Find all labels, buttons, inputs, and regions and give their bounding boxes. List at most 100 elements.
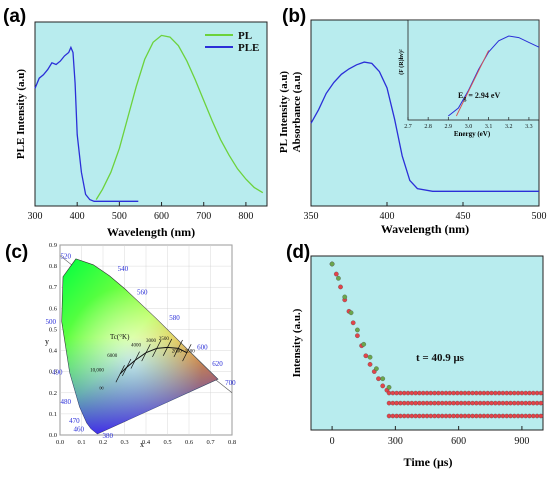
cct-isotherms — [115, 338, 192, 383]
wavelength-label-560: 560 — [137, 288, 148, 296]
cie-x-tick-2: 0.2 — [99, 439, 107, 446]
baseline-point-2-702 — [477, 413, 483, 419]
wavelength-label-470: 470 — [69, 417, 80, 425]
series-d — [329, 261, 544, 419]
decay-point-1-5 — [361, 341, 367, 347]
baseline-point-1-918 — [523, 400, 528, 406]
baseline-point-1-288 — [390, 400, 396, 406]
baseline-point-2-342 — [401, 413, 407, 419]
baseline-point-0-450 — [424, 390, 430, 396]
decay-point-1-8 — [380, 376, 386, 382]
baseline-point-0-270 — [386, 390, 392, 396]
wavelength-label-460: 460 — [73, 426, 84, 434]
inset-fit-line — [455, 50, 490, 117]
cie-x-tick-4: 0.4 — [142, 439, 151, 446]
decay-point-1-7 — [374, 366, 379, 372]
baseline-point-1-450 — [424, 400, 430, 406]
inset-curve — [447, 35, 540, 117]
inset-tick-label-3: 3.0 — [465, 124, 473, 130]
absorbance-line — [310, 61, 539, 192]
baseline-point-1-648 — [466, 400, 472, 406]
baseline-point-1-522 — [439, 400, 445, 406]
x-tick-label-a-5: 800 — [238, 211, 253, 222]
baseline-point-1-504 — [436, 400, 441, 406]
x-tick-label-a-2: 500 — [112, 211, 127, 222]
x-tick-label-d-2: 600 — [451, 436, 466, 447]
cie-y-tick-8: 0.8 — [49, 263, 57, 270]
wavelength-label-540: 540 — [118, 265, 129, 273]
decay-point-1-9 — [386, 384, 392, 390]
x-tick-label-d-3: 900 — [514, 436, 529, 447]
baseline-point-0-648 — [466, 390, 472, 396]
baseline-point-2-900 — [519, 413, 525, 419]
cct-label-5: 2000 — [172, 350, 183, 355]
baseline-point-1-738 — [485, 400, 490, 406]
baseline-point-0-774 — [493, 390, 498, 396]
cie-blue-region — [61, 258, 219, 434]
y-axis-title-b2: Absorbance (a.u) — [291, 71, 303, 152]
panel-label-d: (d) — [286, 242, 310, 263]
series-a — [34, 34, 264, 202]
baseline-point-1-540 — [443, 400, 449, 406]
panel-label-b: (b) — [282, 6, 306, 27]
decay-point-1-3 — [348, 310, 354, 316]
y-axis-title-a: PLE Intensity (a.u) — [15, 69, 27, 159]
baseline-point-2-396 — [413, 413, 418, 419]
baseline-point-1-666 — [470, 400, 475, 406]
wavelength-label-500: 500 — [46, 318, 57, 326]
baseline-point-0-558 — [447, 390, 453, 396]
baseline-point-0-864 — [512, 390, 517, 396]
baseline-point-1-378 — [409, 400, 415, 406]
baseline-point-1-342 — [401, 400, 407, 406]
x-tick-label-d-0: 0 — [330, 436, 335, 447]
baseline-point-2-468 — [428, 413, 434, 419]
baseline-point-0-828 — [504, 390, 509, 396]
panel-d: 0 300 600 900 t = 40.9 μs Time (μs) Intensi… — [286, 242, 544, 469]
baseline-point-0-342 — [401, 390, 407, 396]
cct-isotherm-6 — [173, 339, 183, 358]
baseline-point-0-810 — [500, 390, 506, 396]
baseline-point-2-504 — [436, 413, 441, 419]
decay-point-1-6 — [367, 354, 373, 360]
baseline-point-2-756 — [489, 413, 494, 419]
cct-isotherm-0 — [115, 365, 125, 383]
wavelength-label-620: 620 — [212, 360, 223, 368]
baseline-point-0-720 — [481, 390, 487, 396]
baseline-point-0-522 — [439, 390, 445, 396]
baseline-point-2-630 — [462, 413, 468, 419]
inset-tick-label-0: 2.7 — [404, 124, 412, 130]
baseline-point-2-972 — [534, 413, 540, 419]
cie-x-tick-5: 0.5 — [163, 439, 171, 446]
baseline-point-2-828 — [504, 413, 509, 419]
baseline-point-1-990 — [538, 400, 544, 406]
baseline-point-0-360 — [405, 390, 411, 396]
x-tick-label-b-3: 500 — [532, 211, 547, 222]
cct-isotherm-1 — [122, 358, 132, 377]
baseline-point-2-774 — [493, 413, 498, 419]
baseline-point-2-486 — [432, 413, 437, 419]
baseline-point-1-846 — [508, 400, 513, 406]
legend-label-ple: PLE — [238, 42, 259, 54]
baseline-point-0-702 — [477, 390, 483, 396]
baseline-point-1-882 — [515, 400, 521, 406]
cie-y-tick-9: 0.9 — [49, 242, 57, 249]
decay-point-1-0 — [329, 261, 335, 267]
baseline-point-2-558 — [447, 413, 453, 419]
wavelength-label-380: 380 — [103, 432, 114, 440]
cie-y-tick-3: 0.3 — [49, 369, 57, 376]
baseline-point-1-972 — [534, 400, 540, 406]
baseline-point-0-756 — [489, 390, 494, 396]
baseline-point-0-972 — [534, 390, 540, 396]
cct-label-4: 2500 — [159, 337, 170, 342]
baseline-point-0-432 — [420, 390, 426, 396]
baseline-point-1-684 — [474, 400, 479, 406]
baseline-point-1-756 — [489, 400, 494, 406]
panel-label-a: (a) — [3, 6, 26, 27]
baseline-point-2-378 — [409, 413, 415, 419]
baseline-point-0-738 — [485, 390, 490, 396]
x-tick-label-a-1: 400 — [70, 211, 85, 222]
x-ticks-d: 0 300 600 900 — [330, 426, 529, 447]
baseline-point-0-954 — [531, 390, 536, 396]
baseline-point-0-576 — [451, 390, 456, 396]
decay-point-1-4 — [355, 327, 360, 333]
